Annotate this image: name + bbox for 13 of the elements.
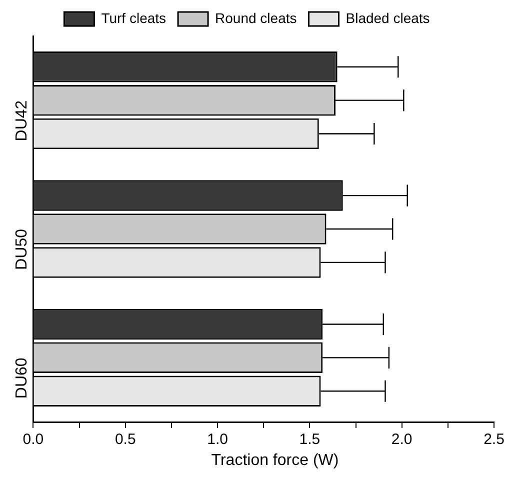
x-tick-label: 2.0 [391, 431, 412, 448]
x-tick-label: 0.5 [114, 431, 136, 448]
y-tick-label: DU42 [14, 100, 31, 142]
x-tick-label: 1.5 [299, 431, 320, 448]
x-tick-label: 2.5 [484, 431, 504, 448]
x-tick-label: 1.0 [207, 431, 228, 448]
y-tick-label: DU60 [14, 358, 31, 399]
x-tick-label: 0.0 [22, 431, 44, 448]
x-axis-title: Traction force (W) [210, 452, 340, 470]
legend-label: Turf cleats [101, 10, 166, 26]
legend-label: Round cleats [215, 10, 297, 26]
y-tick-label: DU50 [14, 228, 31, 270]
legend-label: Bladed cleats [346, 10, 430, 26]
